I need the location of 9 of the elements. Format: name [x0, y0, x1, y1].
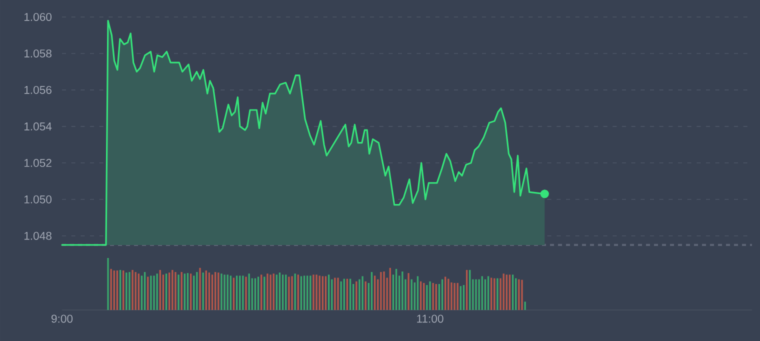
y-tick-label: 1.058: [24, 49, 52, 58]
y-tick-label: 1.050: [24, 195, 52, 204]
x-tick-label: 11:00: [417, 314, 444, 323]
x-tick-label: 9:00: [52, 314, 73, 323]
y-tick-label: 1.052: [24, 158, 52, 167]
y-tick-label: 1.048: [24, 232, 52, 240]
y-tick-label: 1.056: [24, 86, 52, 94]
y-tick-label: 1.060: [24, 12, 52, 21]
y-tick-label: 1.054: [24, 122, 52, 130]
